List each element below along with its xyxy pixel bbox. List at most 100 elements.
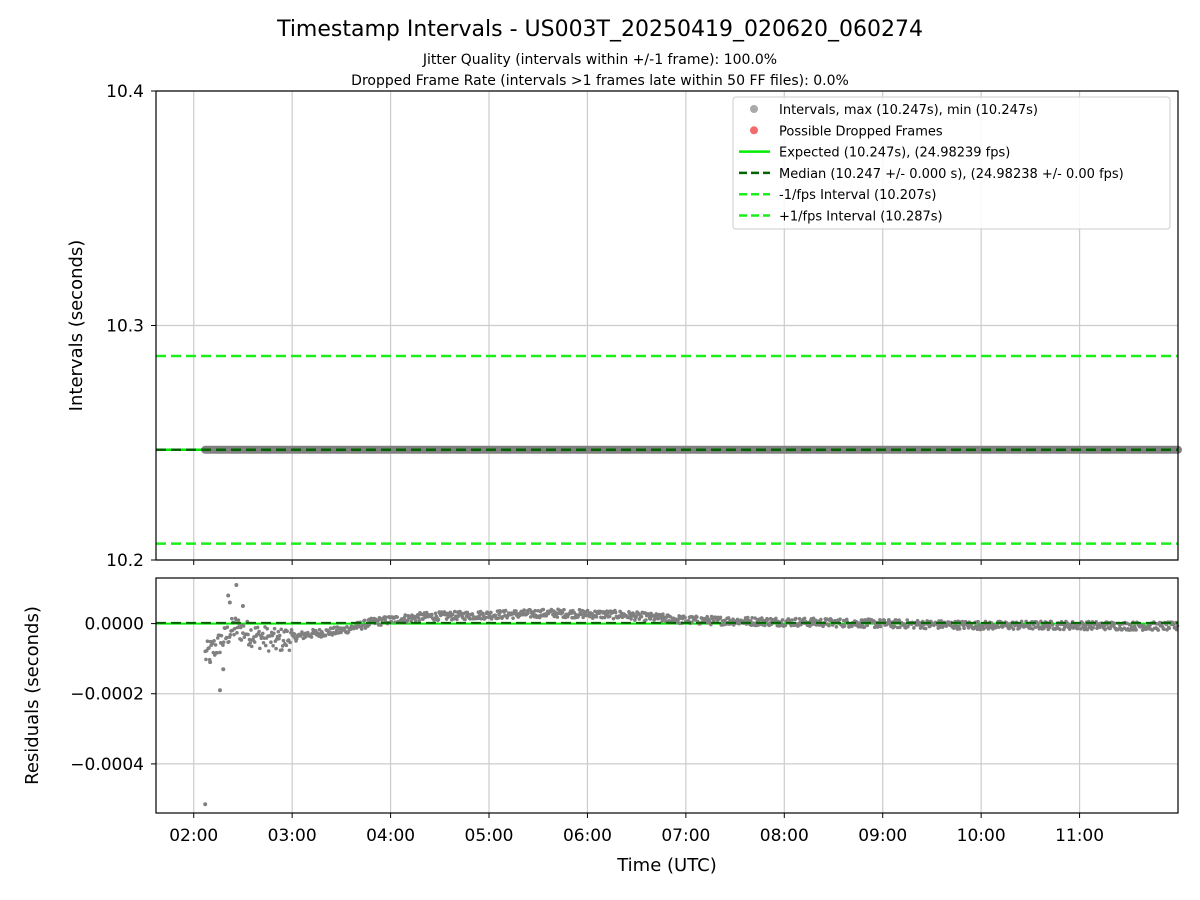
residual-point	[865, 623, 870, 628]
residual-point	[332, 625, 337, 630]
residual-point	[593, 609, 597, 614]
residual-point	[765, 617, 770, 622]
residual-point	[661, 612, 665, 616]
residual-point	[248, 640, 253, 645]
residual-point	[654, 612, 659, 616]
residual-point	[221, 640, 226, 644]
residual-point	[1033, 625, 1038, 629]
residual-point	[276, 629, 281, 634]
residual-point	[247, 637, 252, 642]
residual-point	[285, 629, 289, 634]
residual-point	[274, 646, 278, 651]
residual-point	[257, 629, 261, 634]
residual-point	[225, 625, 230, 629]
residual-point	[594, 615, 599, 619]
residual-point	[705, 614, 709, 619]
residual-outlier-point	[208, 660, 213, 665]
residual-point	[514, 609, 518, 613]
residual-point	[1058, 627, 1062, 632]
x-tick-label: 11:00	[1055, 826, 1104, 846]
residual-point	[1030, 627, 1035, 631]
residual-point	[362, 618, 367, 623]
residual-outlier-point	[227, 600, 232, 605]
residual-point	[265, 626, 270, 631]
residual-point	[882, 618, 887, 623]
residual-point	[436, 617, 441, 622]
bottom-y-tick-label: −0.0004	[70, 755, 144, 775]
residual-outlier-point	[203, 802, 208, 807]
residual-outlier-point	[234, 583, 239, 588]
residual-point	[361, 623, 365, 628]
residual-point	[1112, 621, 1117, 626]
residual-point	[229, 616, 234, 621]
residual-point	[982, 626, 986, 631]
residual-point	[802, 616, 807, 621]
residual-point	[287, 648, 292, 653]
legend-label: Intervals, max (10.247s), min (10.247s)	[779, 103, 1038, 118]
residual-point	[1011, 627, 1016, 631]
residual-point	[1047, 625, 1052, 630]
residual-point	[433, 611, 438, 616]
residual-point	[249, 644, 254, 649]
legend-label: +1/fps Interval (10.287s)	[779, 210, 943, 225]
residual-point	[611, 616, 616, 621]
residual-point	[834, 625, 839, 629]
x-tick-label: 08:00	[760, 826, 809, 846]
residual-point	[862, 625, 867, 629]
chart-title: Timestamp Intervals - US003T_20250419_02…	[276, 17, 923, 42]
residual-point	[483, 615, 488, 620]
residual-point	[232, 632, 236, 637]
residual-point	[511, 616, 515, 620]
legend-label: Expected (10.247s), (24.98239 fps)	[779, 146, 1010, 161]
residual-point	[819, 617, 823, 622]
residual-point	[288, 640, 292, 645]
residual-point	[384, 615, 388, 620]
residual-point	[878, 618, 882, 622]
residual-outlier-point	[226, 593, 231, 598]
residual-point	[644, 618, 648, 622]
x-tick-label: 06:00	[563, 826, 612, 846]
residual-point	[780, 618, 785, 622]
residual-point	[213, 643, 218, 647]
residual-point	[479, 616, 484, 621]
residual-point	[413, 618, 418, 623]
legend-label: -1/fps Interval (10.207s)	[779, 188, 936, 203]
bottom-axes-frame	[155, 577, 1179, 814]
residual-point	[235, 625, 240, 630]
residual-point	[261, 640, 266, 645]
residual-point	[367, 623, 371, 627]
residual-point	[1162, 627, 1166, 631]
residual-point	[855, 620, 859, 625]
residual-point	[416, 615, 421, 620]
residual-point	[560, 610, 565, 615]
residual-point	[774, 616, 778, 621]
residual-point	[1118, 623, 1122, 628]
residual-point	[745, 615, 750, 620]
legend-box	[732, 96, 1171, 230]
residual-point	[797, 616, 802, 621]
residual-point	[902, 622, 907, 626]
bottom-y-axis-label: Residuals (seconds)	[22, 606, 43, 785]
residual-point	[252, 640, 257, 644]
residual-point	[585, 608, 590, 613]
residual-point	[629, 617, 633, 621]
residual-point	[249, 628, 253, 632]
residual-point	[503, 608, 508, 613]
residual-point	[939, 619, 944, 623]
residual-point	[281, 638, 286, 643]
residual-point	[1102, 624, 1107, 628]
residual-point	[1065, 621, 1070, 626]
residual-point	[897, 618, 901, 622]
residual-point	[452, 609, 457, 614]
residual-point	[639, 614, 644, 619]
residual-point	[613, 610, 618, 615]
legend-marker	[750, 126, 758, 135]
residual-point	[976, 619, 980, 624]
residual-point	[403, 613, 408, 617]
residual-point	[683, 615, 687, 620]
x-axis-label: Time (UTC)	[616, 855, 717, 876]
residual-point	[271, 643, 275, 648]
residual-point	[450, 612, 455, 617]
residual-point	[323, 633, 328, 638]
residual-point	[272, 626, 277, 631]
